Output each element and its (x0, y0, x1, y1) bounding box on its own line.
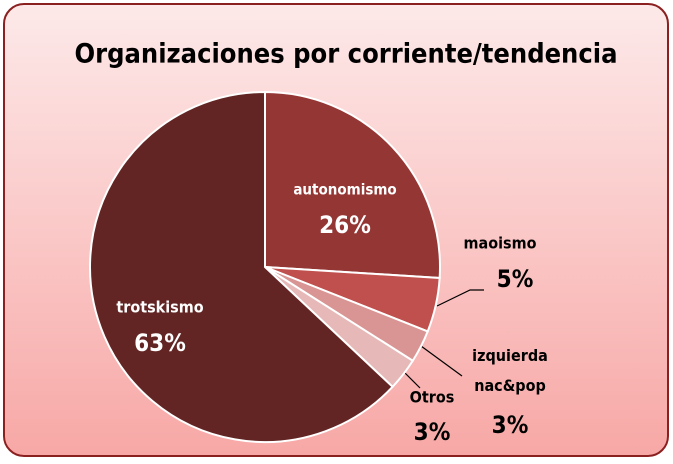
leader-line (403, 371, 421, 389)
slice-category-label: autonomismo (293, 181, 396, 199)
slice-category-label: trotskismo (116, 298, 203, 317)
leader-line (420, 345, 463, 377)
slice-category-label: maoismo (464, 234, 537, 253)
pie-slice (264, 90, 441, 280)
slice-value-label: 5% (497, 265, 534, 293)
slice-category-label: izquierda nac&pop (472, 346, 548, 395)
leader-line (436, 289, 484, 307)
slice-value-label: 3% (492, 411, 529, 439)
pie-slice (89, 90, 394, 443)
chart-title: Organizaciones por corriente/tendencia (75, 39, 618, 70)
slice-value-label: 26% (319, 211, 371, 239)
slice-category-label: Otros (410, 388, 455, 407)
slice-value-label: 63% (134, 329, 186, 357)
slice-value-label: 3% (414, 418, 451, 446)
